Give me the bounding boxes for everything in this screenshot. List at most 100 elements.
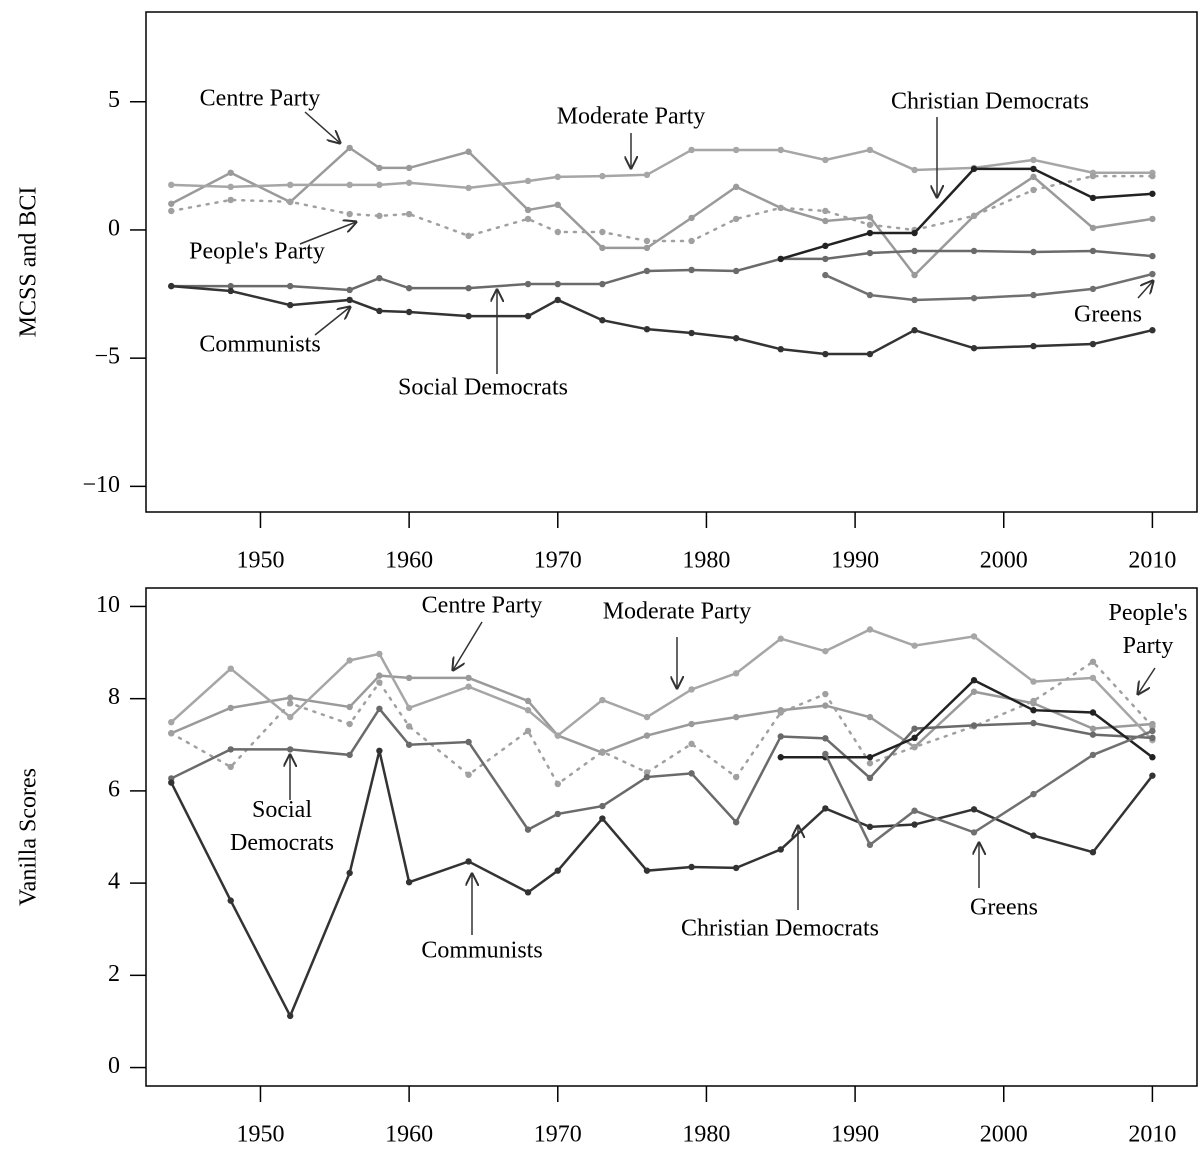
data-point [405,704,413,712]
y-axis-title: MCSS and BCI [16,187,42,338]
x-tick-label: 1990 [831,1122,879,1148]
data-point [524,826,532,833]
data-point [1149,172,1156,180]
data-point [227,196,234,204]
data-point [911,229,918,237]
data-point [866,774,874,782]
data-point [732,670,740,677]
data-point [866,249,874,257]
data-point [465,683,472,690]
data-point [822,255,829,263]
data-point [346,869,353,877]
data-point [554,201,561,209]
data-point [168,282,175,290]
data-point [1030,342,1037,350]
data-point [866,626,874,633]
annotation-box: Social Democrats [230,797,334,856]
data-point [732,215,740,223]
data-point [1149,727,1156,735]
data-point [405,308,413,316]
data-point [376,181,383,189]
data-point [1030,173,1037,181]
y-tick-label: −5 [94,344,120,370]
data-point [688,720,695,728]
data-point [286,198,294,205]
data-point [554,810,561,818]
y-tick-label: 10 [96,592,120,618]
annotation-box: People's Party [1108,600,1188,659]
data-point [465,674,472,682]
data-point [643,773,651,781]
data-point [911,247,918,255]
data-point [732,334,740,342]
data-point [227,169,234,176]
data-point [911,821,918,828]
data-point [376,747,383,754]
data-point [286,700,294,707]
data-point [688,146,695,154]
data-point [866,823,874,831]
data-point [1030,291,1037,299]
data-point [643,237,651,245]
series-annotation: People's Party [189,239,325,265]
data-point [465,148,472,155]
data-point [346,703,353,711]
x-tick-label: 1950 [236,1122,284,1148]
series-annotation: People's Party [1108,600,1188,659]
series-annotation: Communists [199,332,320,358]
data-point [405,164,413,172]
data-point [643,325,651,333]
data-point [777,146,784,154]
data-point [777,733,784,740]
data-point [970,165,978,173]
plot-frame [145,587,1198,1087]
data-point [599,244,606,252]
data-point [911,642,918,649]
data-point [286,181,294,189]
series-annotation: Moderate Party [603,599,752,625]
data-point [168,181,175,189]
data-point [524,697,532,705]
data-point [286,694,294,701]
x-tick-label: 1970 [534,1122,582,1148]
data-point [1149,215,1156,223]
data-point [599,172,606,180]
data-point [911,743,918,751]
data-point [376,274,383,282]
data-point [554,296,561,304]
data-point [643,713,651,721]
data-point [970,633,978,640]
data-point [732,819,740,826]
data-point [777,846,784,853]
data-point [1089,285,1097,293]
data-point [732,713,740,721]
series-annotation: Moderate Party [557,104,706,130]
data-point [1089,194,1097,202]
data-point [1149,327,1156,334]
data-point [405,674,413,682]
series-annotation: Greens [1074,302,1142,328]
data-point [866,754,874,761]
data-point [911,271,918,279]
data-point [1089,247,1097,255]
data-point [822,242,829,250]
data-point [524,312,532,320]
data-point [346,144,353,152]
data-point [524,280,532,288]
data-point [1089,224,1097,232]
data-point [1089,658,1097,665]
data-point [643,867,651,874]
data-point [405,284,413,292]
data-point [822,690,829,698]
data-point [688,329,695,337]
data-point [688,740,695,748]
y-tick-label: 0 [108,1053,120,1079]
data-point [465,284,472,292]
x-tick-label: 2010 [1128,1122,1176,1148]
data-point [346,657,353,664]
y-tick-label: 2 [108,961,120,987]
data-point [732,773,740,781]
data-point [866,291,874,299]
data-point [911,327,918,334]
